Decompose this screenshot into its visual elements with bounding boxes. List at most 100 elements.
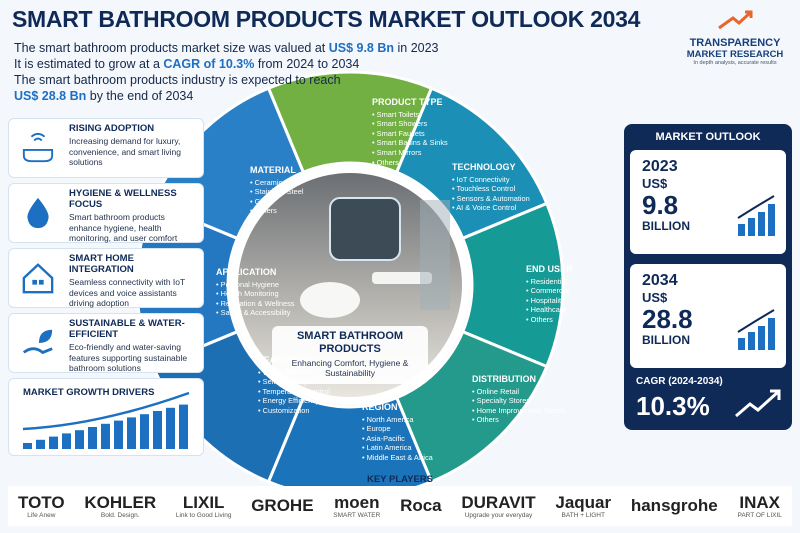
segment-item: Smart Faucets <box>372 129 467 139</box>
summary-text: by the end of 2034 <box>86 89 194 103</box>
growth-bars <box>22 391 190 449</box>
card-icon <box>737 309 775 350</box>
segment-item: IoT Connectivity <box>452 175 562 185</box>
segment-text: REGION North AmericaEuropeAsia-PacificLat… <box>362 402 472 463</box>
segment-list: North AmericaEuropeAsia-PacificLatin Ame… <box>362 415 472 463</box>
segment-item: Glass <box>250 197 340 207</box>
driver-text: Increasing demand for luxury, convenienc… <box>69 136 181 167</box>
logo-tagline: In depth analysis, accurate results <box>693 60 777 66</box>
segment-item: Water Efficiency <box>258 368 358 378</box>
driver-title: RISING ADOPTION <box>69 123 155 134</box>
segment-list: Smart ToiletsSmart ShowersSmart FaucetsS… <box>372 110 467 168</box>
summary-text: in 2023 <box>394 41 439 55</box>
card-value: 28.8 <box>642 304 693 334</box>
summary-text: US$ 28.8 Bn <box>14 89 87 103</box>
segment-item: Self-Cleaning <box>258 377 358 387</box>
outlook-card: 2034 US$ 28.8 BILLION <box>630 264 786 368</box>
decor-bar <box>127 417 136 449</box>
player: Jaquar BATH + LIGHT <box>555 493 611 519</box>
segment-item: Personal Hygiene <box>216 280 326 290</box>
segment-list: CeramicStainless SteelGlassOthers <box>250 178 340 216</box>
summary-text: The smart bathroom products industry is … <box>14 73 341 87</box>
segment-text: APPLICATION Personal HygieneHealth Monito… <box>216 267 326 318</box>
card-year: 2034 <box>642 272 678 289</box>
player-tagline: PART OF LIXIL <box>737 511 782 519</box>
player: KOHLER Bold. Design. <box>84 492 157 519</box>
segment-text: MATERIAL CeramicStainless SteelGlassOther… <box>250 165 340 216</box>
segment-item: Stainless Steel <box>250 187 340 197</box>
market-outlook: MARKET OUTLOOK CAGR (2024-2034) 10.3% 20… <box>624 124 792 430</box>
segment-list: Water EfficiencySelf-CleaningTemperature… <box>258 368 358 416</box>
segment-text: PRODUCT TYPE Smart ToiletsSmart ShowersSm… <box>372 97 467 168</box>
driver-text: Seamless connectivity with IoT devices a… <box>69 277 186 308</box>
summary-line: It is estimated to grow at a CAGR of 10.… <box>14 56 439 72</box>
segment-item: Home Improvement Stores <box>472 406 572 416</box>
segment-item: Others <box>472 415 572 425</box>
segment-item: Others <box>372 158 467 168</box>
page-title: SMART BATHROOM PRODUCTS MARKET OUTLOOK 2… <box>12 6 641 32</box>
card-unit: BILLION <box>642 333 690 347</box>
decor-bar <box>114 420 123 449</box>
segment-item: Asia-Pacific <box>362 434 472 444</box>
cagr-value: 10.3% <box>636 391 710 421</box>
card-unit: BILLION <box>642 219 690 233</box>
driver-title: SMART HOME INTEGRATION <box>69 253 134 275</box>
player: LIXIL Link to Good Living <box>176 493 232 519</box>
segment-text: FEATURES Water EfficiencySelf-CleaningTem… <box>258 355 358 416</box>
player-name: Roca <box>400 496 442 515</box>
driver-icon <box>22 132 54 163</box>
player-name: GROHE <box>251 496 314 515</box>
segment-text: DISTRIBUTION Online RetailSpecialty Store… <box>472 374 572 425</box>
cagr: CAGR (2024-2034) 10.3% <box>636 376 723 422</box>
player-tagline: Life Anew <box>27 511 56 519</box>
segment-item: AI & Voice Control <box>452 203 562 213</box>
decor-bar <box>153 411 162 449</box>
summary-line: US$ 28.8 Bn by the end of 2034 <box>14 88 439 104</box>
decor-bar <box>23 443 32 449</box>
outlook-title: MARKET OUTLOOK <box>655 131 761 143</box>
decor-bar <box>49 436 58 449</box>
player-name: INAX <box>739 492 780 512</box>
segment-list: IoT ConnectivityTouchless ControlSensors… <box>452 175 562 213</box>
segment-item: Specialty Stores <box>472 396 572 406</box>
segment-title: TECHNOLOGY <box>452 162 516 172</box>
summary-text: CAGR of 10.3% <box>163 57 255 71</box>
segment-item: Relaxation & Wellness <box>216 299 326 309</box>
decor-bar <box>36 439 45 449</box>
segment-item: Others <box>250 206 340 216</box>
decor-bar <box>62 433 71 449</box>
decor-bar <box>140 414 149 449</box>
segment-title: PRODUCT TYPE <box>372 97 443 107</box>
decor-bar <box>179 404 188 449</box>
segment-text: END USER ResidentialCommercialHospitality… <box>526 264 598 325</box>
segment-item: Online Retail <box>472 387 572 397</box>
outlook-card: 2023 US$ 9.8 BILLION <box>630 150 786 254</box>
segment-item: Touchless Control <box>452 184 562 194</box>
summary: The smart bathroom products market size … <box>14 40 439 104</box>
driver-text: Smart bathroom products enhance hygiene,… <box>69 212 178 243</box>
player-name: TOTO <box>18 492 65 512</box>
logo-name: TRANSPARENCY <box>689 37 781 49</box>
segment-list: Personal HygieneHealth MonitoringRelaxat… <box>216 280 326 318</box>
card-currency: US$ <box>642 176 668 191</box>
segment-title: APPLICATION <box>216 267 277 277</box>
driver: SUSTAINABLE & WATER-EFFICIENT Eco-friendl… <box>8 313 204 373</box>
segment-item: Ceramic <box>250 178 340 188</box>
segment-item: Commercial <box>526 286 598 296</box>
driver-icon <box>27 197 49 229</box>
player-name: KOHLER <box>84 492 157 512</box>
trend-arrow <box>22 391 190 431</box>
segment-item: Safety & Accessibility <box>216 308 326 318</box>
driver: SMART HOME INTEGRATION Seamless connectiv… <box>8 248 204 308</box>
segment-text: TECHNOLOGY IoT ConnectivityTouchless Cont… <box>452 162 562 213</box>
summary-line: The smart bathroom products industry is … <box>14 72 439 88</box>
card-icon <box>737 195 775 236</box>
segment-title: FEATURES <box>258 355 306 365</box>
driver-title: HYGIENE & WELLNESS FOCUS <box>69 188 177 210</box>
segment-list: Online RetailSpecialty StoresHome Improv… <box>472 387 572 425</box>
segment-title: REGION <box>362 402 398 412</box>
segment-item: Smart Toilets <box>372 110 467 120</box>
player: GROHE <box>251 497 313 515</box>
driver-icon <box>22 263 54 294</box>
